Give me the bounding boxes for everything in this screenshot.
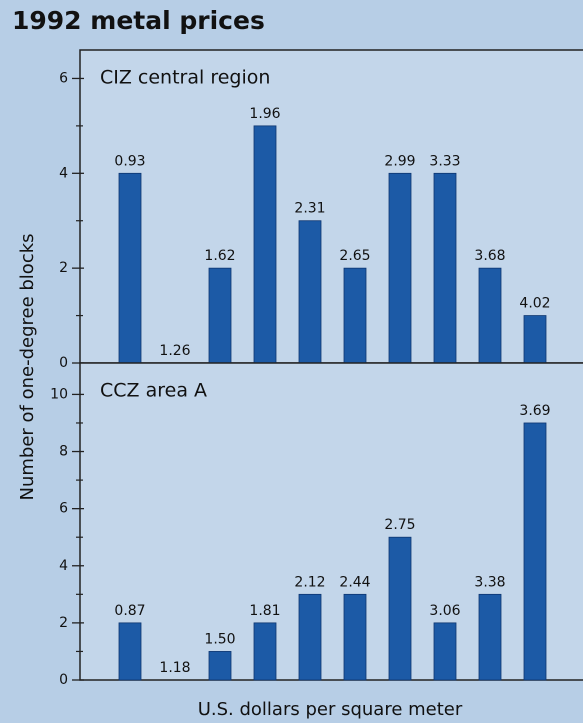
bar bbox=[343, 593, 367, 681]
bar-label: 3.69 bbox=[519, 403, 550, 419]
bar-label: 0.93 bbox=[114, 153, 145, 169]
bar bbox=[253, 125, 277, 364]
y-tick-label: 2 bbox=[59, 260, 68, 276]
bar bbox=[253, 622, 277, 681]
bar bbox=[388, 536, 412, 681]
bar bbox=[523, 422, 547, 681]
y-tick-label: 6 bbox=[59, 501, 68, 517]
plot-area bbox=[79, 362, 583, 681]
bar bbox=[298, 593, 322, 681]
bar-label: 3.06 bbox=[429, 603, 460, 619]
bar-label: 2.44 bbox=[339, 574, 370, 590]
bar bbox=[433, 172, 457, 364]
y-tick-label: 4 bbox=[59, 165, 68, 181]
y-axis-label: Number of one-degree blocks bbox=[17, 233, 38, 500]
x-axis-label: U.S. dollars per square meter bbox=[198, 699, 463, 720]
bar-label: 3.38 bbox=[474, 574, 505, 590]
bar-label: 4.02 bbox=[519, 296, 550, 312]
bar-label: 2.75 bbox=[384, 517, 415, 533]
y-tick-label: 2 bbox=[59, 615, 68, 631]
bar bbox=[523, 315, 547, 364]
bar-label: 2.31 bbox=[294, 201, 325, 217]
bar bbox=[343, 267, 367, 364]
bar-label: 3.68 bbox=[474, 248, 505, 264]
bar-label: 2.99 bbox=[384, 153, 415, 169]
chart-title: 1992 metal prices bbox=[12, 6, 265, 35]
bar-label: 1.50 bbox=[204, 631, 235, 647]
y-tick-label: 10 bbox=[50, 386, 68, 402]
bar-label: 1.26 bbox=[159, 343, 190, 359]
panel-title: CIZ central region bbox=[100, 67, 270, 89]
bar bbox=[208, 651, 232, 681]
bar bbox=[478, 593, 502, 681]
bar-label: 1.62 bbox=[204, 248, 235, 264]
bar-label: 2.65 bbox=[339, 248, 370, 264]
bar-label: 1.18 bbox=[159, 660, 190, 676]
bar-label: 1.81 bbox=[249, 603, 280, 619]
bar bbox=[388, 172, 412, 364]
y-tick-label: 6 bbox=[59, 70, 68, 86]
bar bbox=[298, 220, 322, 364]
bar-label: 0.87 bbox=[114, 603, 145, 619]
panel-title: CCZ area A bbox=[100, 380, 207, 402]
bar bbox=[208, 267, 232, 364]
bar bbox=[118, 622, 142, 681]
bar bbox=[433, 622, 457, 681]
bar-label: 1.96 bbox=[249, 106, 280, 122]
bar-label: 3.33 bbox=[429, 153, 460, 169]
y-tick-label: 4 bbox=[59, 558, 68, 574]
bar bbox=[118, 172, 142, 364]
plot-area bbox=[79, 49, 583, 364]
y-tick-label: 8 bbox=[59, 444, 68, 460]
bar bbox=[478, 267, 502, 364]
y-tick-label: 0 bbox=[59, 355, 68, 371]
y-tick-label: 0 bbox=[59, 672, 68, 688]
bar-label: 2.12 bbox=[294, 574, 325, 590]
